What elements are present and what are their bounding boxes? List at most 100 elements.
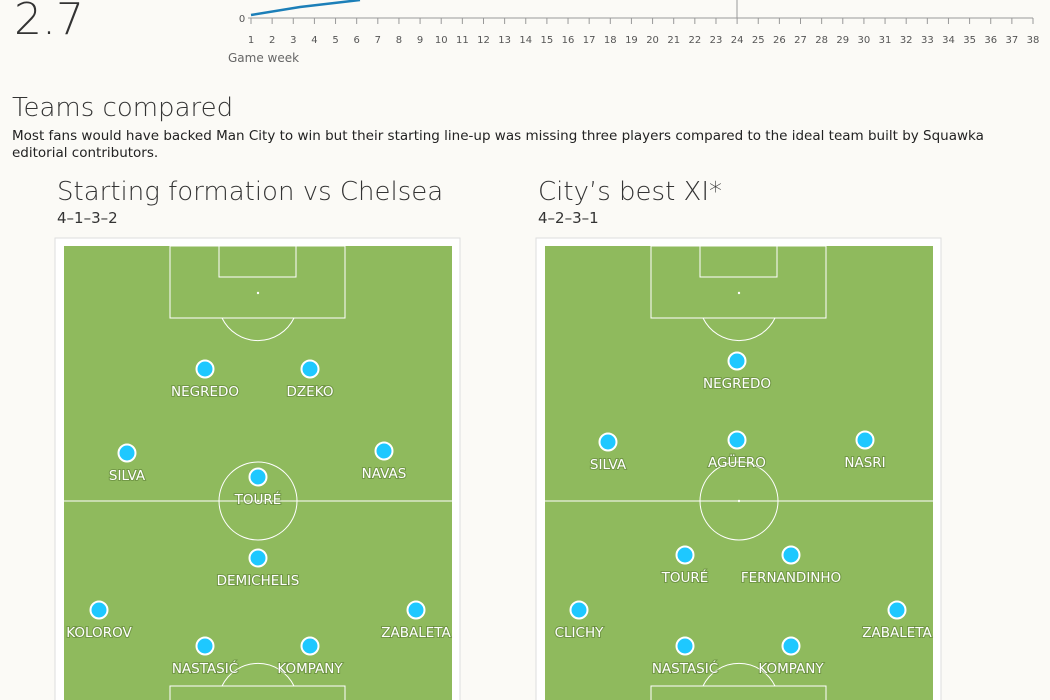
player-dot <box>727 351 747 371</box>
player-name: ZABALETA <box>381 625 451 641</box>
x-tick-label: 15 <box>541 35 554 46</box>
x-tick-label: 9 <box>417 35 423 46</box>
x-tick-label: 13 <box>498 35 511 46</box>
player-name: DEMICHELIS <box>217 573 300 589</box>
section-description: Most fans would have backed Man City to … <box>12 128 984 161</box>
player-name: KOMPANY <box>277 661 343 677</box>
player-dot <box>374 441 394 461</box>
player-dot <box>300 636 320 656</box>
x-tick-label: 11 <box>456 35 469 46</box>
player-dot <box>569 600 589 620</box>
x-tick-label: 1 <box>248 35 254 46</box>
x-tick-label: 30 <box>858 35 871 46</box>
x-tick-label: 37 <box>1005 35 1018 46</box>
headline-value: 2.7 <box>14 0 84 45</box>
player-name: SILVA <box>109 468 146 484</box>
center-spot <box>737 499 741 503</box>
y-tick-label: 0 <box>239 14 245 25</box>
center-circle <box>699 461 779 541</box>
x-tick-label: 28 <box>815 35 828 46</box>
player-dot <box>887 600 907 620</box>
goal-box <box>218 245 297 278</box>
player-name: ZABALETA <box>862 625 932 641</box>
player-name: CLICHY <box>555 625 605 641</box>
x-tick-label: 3 <box>290 35 296 46</box>
x-tick-label: 33 <box>921 35 934 46</box>
formation-title: Starting formation vs Chelsea <box>57 177 443 207</box>
penalty-arc <box>702 317 776 341</box>
center-spot <box>256 499 260 503</box>
player-dot <box>248 467 268 487</box>
player-name: NASTASIĆ <box>652 659 718 677</box>
player-name: TOURÉ <box>234 491 282 508</box>
player-dot <box>598 432 618 452</box>
x-tick-label: 23 <box>710 35 723 46</box>
x-tick-label: 35 <box>963 35 976 46</box>
x-tick-label: 24 <box>731 35 744 46</box>
x-tick-label: 20 <box>646 35 659 46</box>
player-name: KOLOROV <box>66 625 132 641</box>
line-fragment <box>250 0 361 17</box>
player-dot <box>781 636 801 656</box>
x-tick-label: 10 <box>435 35 448 46</box>
pitch <box>545 246 933 700</box>
bottom-box <box>650 685 827 700</box>
player-name: NEGREDO <box>171 384 239 400</box>
player-name: AGÜERO <box>708 453 766 471</box>
player-dot <box>406 600 426 620</box>
x-tick-label: 22 <box>688 35 701 46</box>
x-tick-label: 17 <box>583 35 596 46</box>
x-tick-label: 29 <box>836 35 849 46</box>
center-circle <box>218 461 298 541</box>
x-tick-label: 7 <box>375 35 381 46</box>
formation-shape: 4–2–3–1 <box>538 209 599 227</box>
player-dot <box>675 545 695 565</box>
player-dot <box>781 545 801 565</box>
x-tick-label: 27 <box>794 35 807 46</box>
x-tick-label: 2 <box>269 35 275 46</box>
formation-shape: 4–1–3–2 <box>57 209 118 227</box>
x-axis-label: Game week <box>228 51 299 65</box>
bottom-box <box>169 685 346 700</box>
x-tick-label: 19 <box>625 35 638 46</box>
x-tick-label: 6 <box>353 35 359 46</box>
player-name: TOURÉ <box>661 569 709 586</box>
x-tick-label: 36 <box>984 35 997 46</box>
x-tick-label: 4 <box>311 35 317 46</box>
player-dot <box>855 430 875 450</box>
player-dot <box>300 359 320 379</box>
x-tick-label: 34 <box>942 35 955 46</box>
section-title: Teams compared <box>12 93 233 123</box>
x-tick-label: 8 <box>396 35 402 46</box>
bottom-arc <box>221 663 295 687</box>
player-name: NASTASIĆ <box>172 659 238 677</box>
x-tick-label: 21 <box>667 35 680 46</box>
x-tick-label: 18 <box>604 35 617 46</box>
player-name: NAVAS <box>362 466 407 482</box>
x-tick-label: 32 <box>900 35 913 46</box>
player-name: DZEKO <box>287 384 334 400</box>
x-tick-label: 26 <box>773 35 786 46</box>
player-name: NEGREDO <box>703 376 771 392</box>
player-dot <box>248 548 268 568</box>
penalty-spot <box>256 291 260 295</box>
x-tick-label: 38 <box>1027 35 1040 46</box>
player-dot <box>675 636 695 656</box>
x-tick-label: 16 <box>562 35 575 46</box>
penalty-arc <box>221 317 295 341</box>
x-tick-label: 25 <box>752 35 765 46</box>
penalty-spot <box>737 291 741 295</box>
player-dot <box>117 443 137 463</box>
player-name: FERNANDINHO <box>741 570 841 586</box>
x-tick-label: 31 <box>879 35 892 46</box>
player-dot <box>195 359 215 379</box>
player-dot <box>727 430 747 450</box>
bottom-arc <box>702 663 776 687</box>
player-dot <box>89 600 109 620</box>
player-name: KOMPANY <box>758 661 824 677</box>
player-name: SILVA <box>590 457 627 473</box>
goal-box <box>699 245 778 278</box>
x-tick-label: 14 <box>519 35 532 46</box>
